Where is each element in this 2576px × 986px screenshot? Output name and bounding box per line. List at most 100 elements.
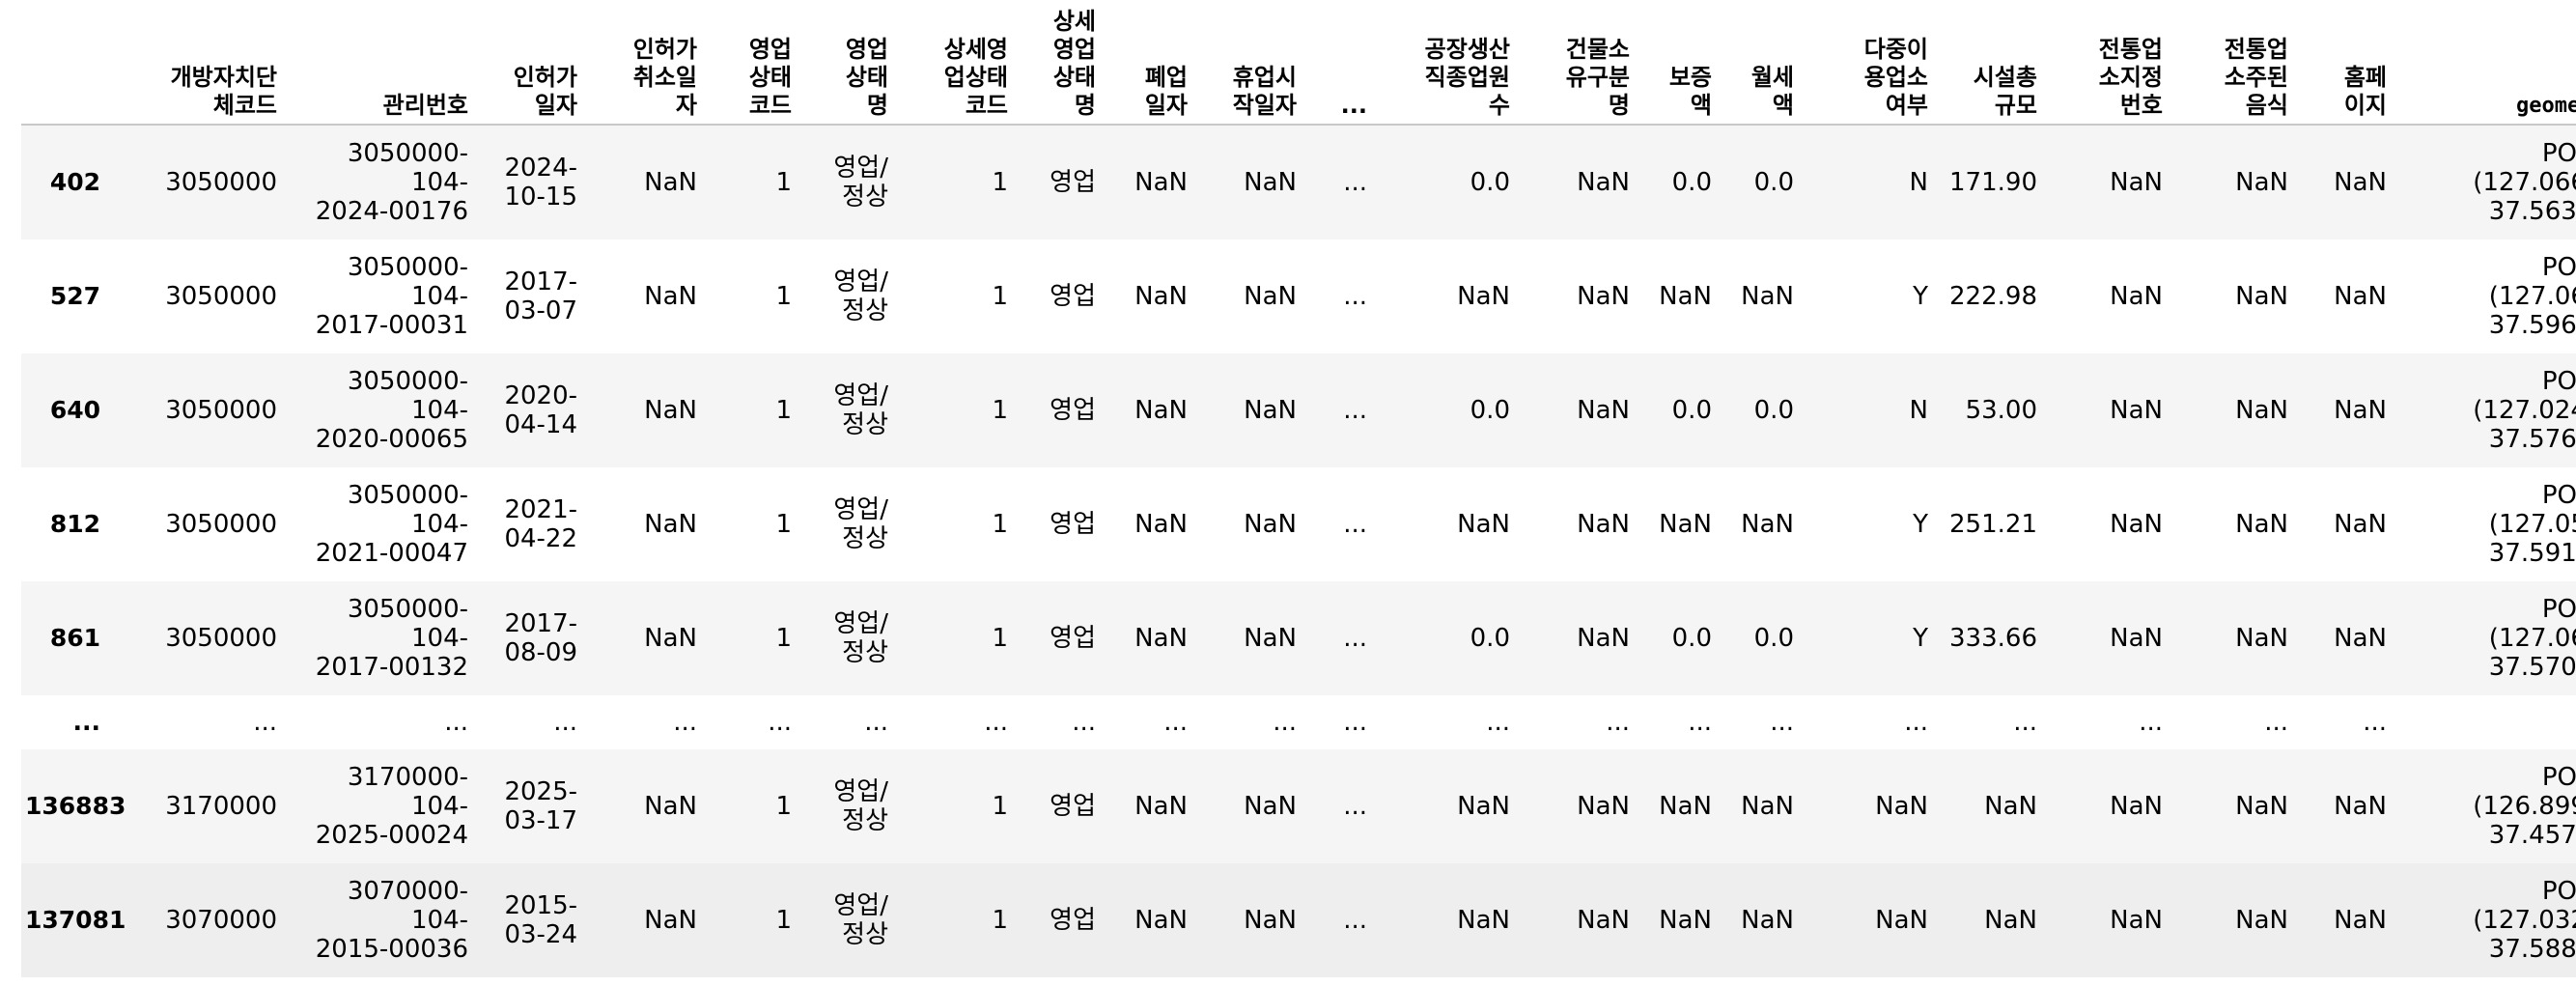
column-header-c16: 다중이 용업소 여부 <box>1811 0 1946 126</box>
row-index: 640 <box>49 396 100 424</box>
table-cell-c2: 3050000-104- 2024-00176 <box>315 139 468 226</box>
table-cell-c12: NaN <box>1457 282 1510 311</box>
table-cell-c2: 3050000-104- 2020-00065 <box>315 367 468 454</box>
table-cell-c11: ... <box>1343 168 1367 197</box>
table-row: 640 3050000 3050000-104- 2020-00065 2020- 04-… <box>21 353 2576 467</box>
table-cell-c2: 3050000-104- 2017-00132 <box>315 595 468 682</box>
table-cell-c5: 1 <box>775 792 792 821</box>
table-cell-c8: 영업 <box>1050 168 1096 197</box>
table-cell-c19: ... <box>2264 708 2288 737</box>
table-cell-c4: NaN <box>644 168 697 197</box>
table-cell-c6: 영업/정상 <box>833 495 888 553</box>
table-cell-c14: 0.0 <box>1671 396 1712 425</box>
table-cell-c3: 2017- 08-09 <box>504 609 577 667</box>
table-cell-c13: NaN <box>1577 396 1630 425</box>
column-header-c11: ... <box>1314 0 1385 126</box>
table-cell-c9: NaN <box>1134 168 1188 197</box>
table-cell-c19: NaN <box>2235 792 2288 821</box>
table-cell-c5: 1 <box>775 396 792 425</box>
table-cell-c16: NaN <box>1875 792 1928 821</box>
table-cell-c7: 1 <box>992 624 1008 653</box>
table-cell-c20: NaN <box>2334 792 2387 821</box>
table-cell-c19: NaN <box>2235 396 2288 425</box>
table-cell-c15: 0.0 <box>1753 624 1794 653</box>
table-cell-c17: 251.21 <box>1949 510 2037 539</box>
table-cell-c16: Y <box>1913 510 1928 539</box>
table-cell-c17: NaN <box>1984 906 2037 935</box>
table-cell-c15: NaN <box>1741 906 1794 935</box>
table-cell-c20: ... <box>2363 708 2387 737</box>
table-cell-c20: NaN <box>2334 624 2387 653</box>
table-cell-c1: 3050000 <box>165 624 277 653</box>
table-cell-c11: ... <box>1343 282 1367 311</box>
table-cell-c5: 1 <box>775 282 792 311</box>
column-header-c5: 영업 상태 코드 <box>714 0 809 126</box>
table-cell-c17: NaN <box>1984 792 2037 821</box>
table-cell-c21: POINT(127.052137.59182) <box>2488 481 2576 568</box>
table-cell-c2: 3050000-104- 2021-00047 <box>315 481 468 568</box>
column-header-c17: 시설총 규모 <box>1946 0 2055 126</box>
table-cell-c7: 1 <box>992 906 1008 935</box>
table-cell-c16: Y <box>1913 624 1928 653</box>
column-header-c4: 인허가 취소일 자 <box>595 0 714 126</box>
table-cell-c17: 171.90 <box>1949 168 2037 197</box>
table-cell-c2: 3050000-104- 2017-00031 <box>315 253 468 340</box>
column-header-c21: geometry <box>2404 0 2576 126</box>
table-row: 527 3050000 3050000-104- 2017-00031 2017- 03-… <box>21 239 2576 353</box>
column-header-c19: 전통업 소주된 음식 <box>2180 0 2306 126</box>
table-cell-c9: NaN <box>1134 792 1188 821</box>
table-row: 136883 3170000 3170000-104- 2025-00024 2025-… <box>21 749 2576 863</box>
table-cell-c7: ... <box>984 708 1008 737</box>
table-cell-c1: 3070000 <box>165 906 277 935</box>
table-cell-c18: NaN <box>2110 282 2163 311</box>
column-header-c15: 월세 액 <box>1729 0 1811 126</box>
table-cell-c1: 3050000 <box>165 396 277 425</box>
column-header-c10: 휴업시 작일자 <box>1205 0 1314 126</box>
table-cell-c8: 영업 <box>1050 282 1096 311</box>
table-cell-c11: ... <box>1343 624 1367 653</box>
column-header-c2: 관리번호 <box>294 0 486 126</box>
table-cell-c12: 0.0 <box>1470 168 1510 197</box>
column-header-c1: 개방자치단 체코드 <box>118 0 294 126</box>
table-cell-c4: NaN <box>644 282 697 311</box>
table-cell-c10: NaN <box>1244 624 1297 653</box>
table-cell-c10: NaN <box>1244 396 1297 425</box>
table-cell-c10: NaN <box>1244 282 1297 311</box>
table-cell-c18: NaN <box>2110 792 2163 821</box>
table-cell-c15: NaN <box>1741 510 1794 539</box>
header-row: 개방자치단 체코드 관리번호 인허가 일자 인허가 취소일 자 영업 상태 코드 영업 상태 명 상세영 업상… <box>21 0 2576 126</box>
column-header-c6: 영업 상태 명 <box>809 0 906 126</box>
table-cell-c4: ... <box>673 708 697 737</box>
table-cell-c2: 3170000-104- 2025-00024 <box>315 763 468 850</box>
table-row: 137081 3070000 3070000-104- 2015-00036 2015-… <box>21 863 2576 977</box>
table-cell-c12: NaN <box>1457 906 1510 935</box>
table-cell-c17: 333.66 <box>1949 624 2037 653</box>
table-cell-c21: POINT(127.0248737.57644) <box>2473 367 2576 454</box>
dataframe-output: 개방자치단 체코드 관리번호 인허가 일자 인허가 취소일 자 영업 상태 코드 영업 상태 명 상세영 업상… <box>21 0 2576 977</box>
table-cell-c5: ... <box>768 708 792 737</box>
table-cell-c12: ... <box>1486 708 1510 737</box>
table-cell-c19: NaN <box>2235 282 2288 311</box>
table-cell-c19: NaN <box>2235 168 2288 197</box>
column-header-c13: 건물소 유구분 명 <box>1527 0 1647 126</box>
table-cell-c13: NaN <box>1577 168 1630 197</box>
row-index: 402 <box>49 168 100 196</box>
table-cell-c13: NaN <box>1577 624 1630 653</box>
table-cell-c14: ... <box>1688 708 1712 737</box>
table-cell-c12: NaN <box>1457 510 1510 539</box>
table-cell-c5: 1 <box>775 624 792 653</box>
column-header-c20: 홈페 이지 <box>2306 0 2404 126</box>
row-index: 136883 <box>25 792 126 820</box>
table-cell-c10: NaN <box>1244 792 1297 821</box>
table-cell-c3: 2015- 03-24 <box>504 891 577 949</box>
table-row: 812 3050000 3050000-104- 2021-00047 2021- 04-… <box>21 467 2576 581</box>
table-cell-c3: 2025- 03-17 <box>504 777 577 835</box>
table-cell-c8: 영업 <box>1050 624 1096 653</box>
table-cell-c21: POINT(127.060337.59615) <box>2488 253 2576 340</box>
column-header-c18: 전통업 소지정 번호 <box>2055 0 2180 126</box>
table-cell-c17: 53.00 <box>1965 396 2037 425</box>
table-cell-c18: NaN <box>2110 396 2163 425</box>
table-cell-c1: ... <box>253 708 277 737</box>
table-cell-c16: N <box>1909 396 1928 425</box>
table-cell-c9: NaN <box>1134 906 1188 935</box>
